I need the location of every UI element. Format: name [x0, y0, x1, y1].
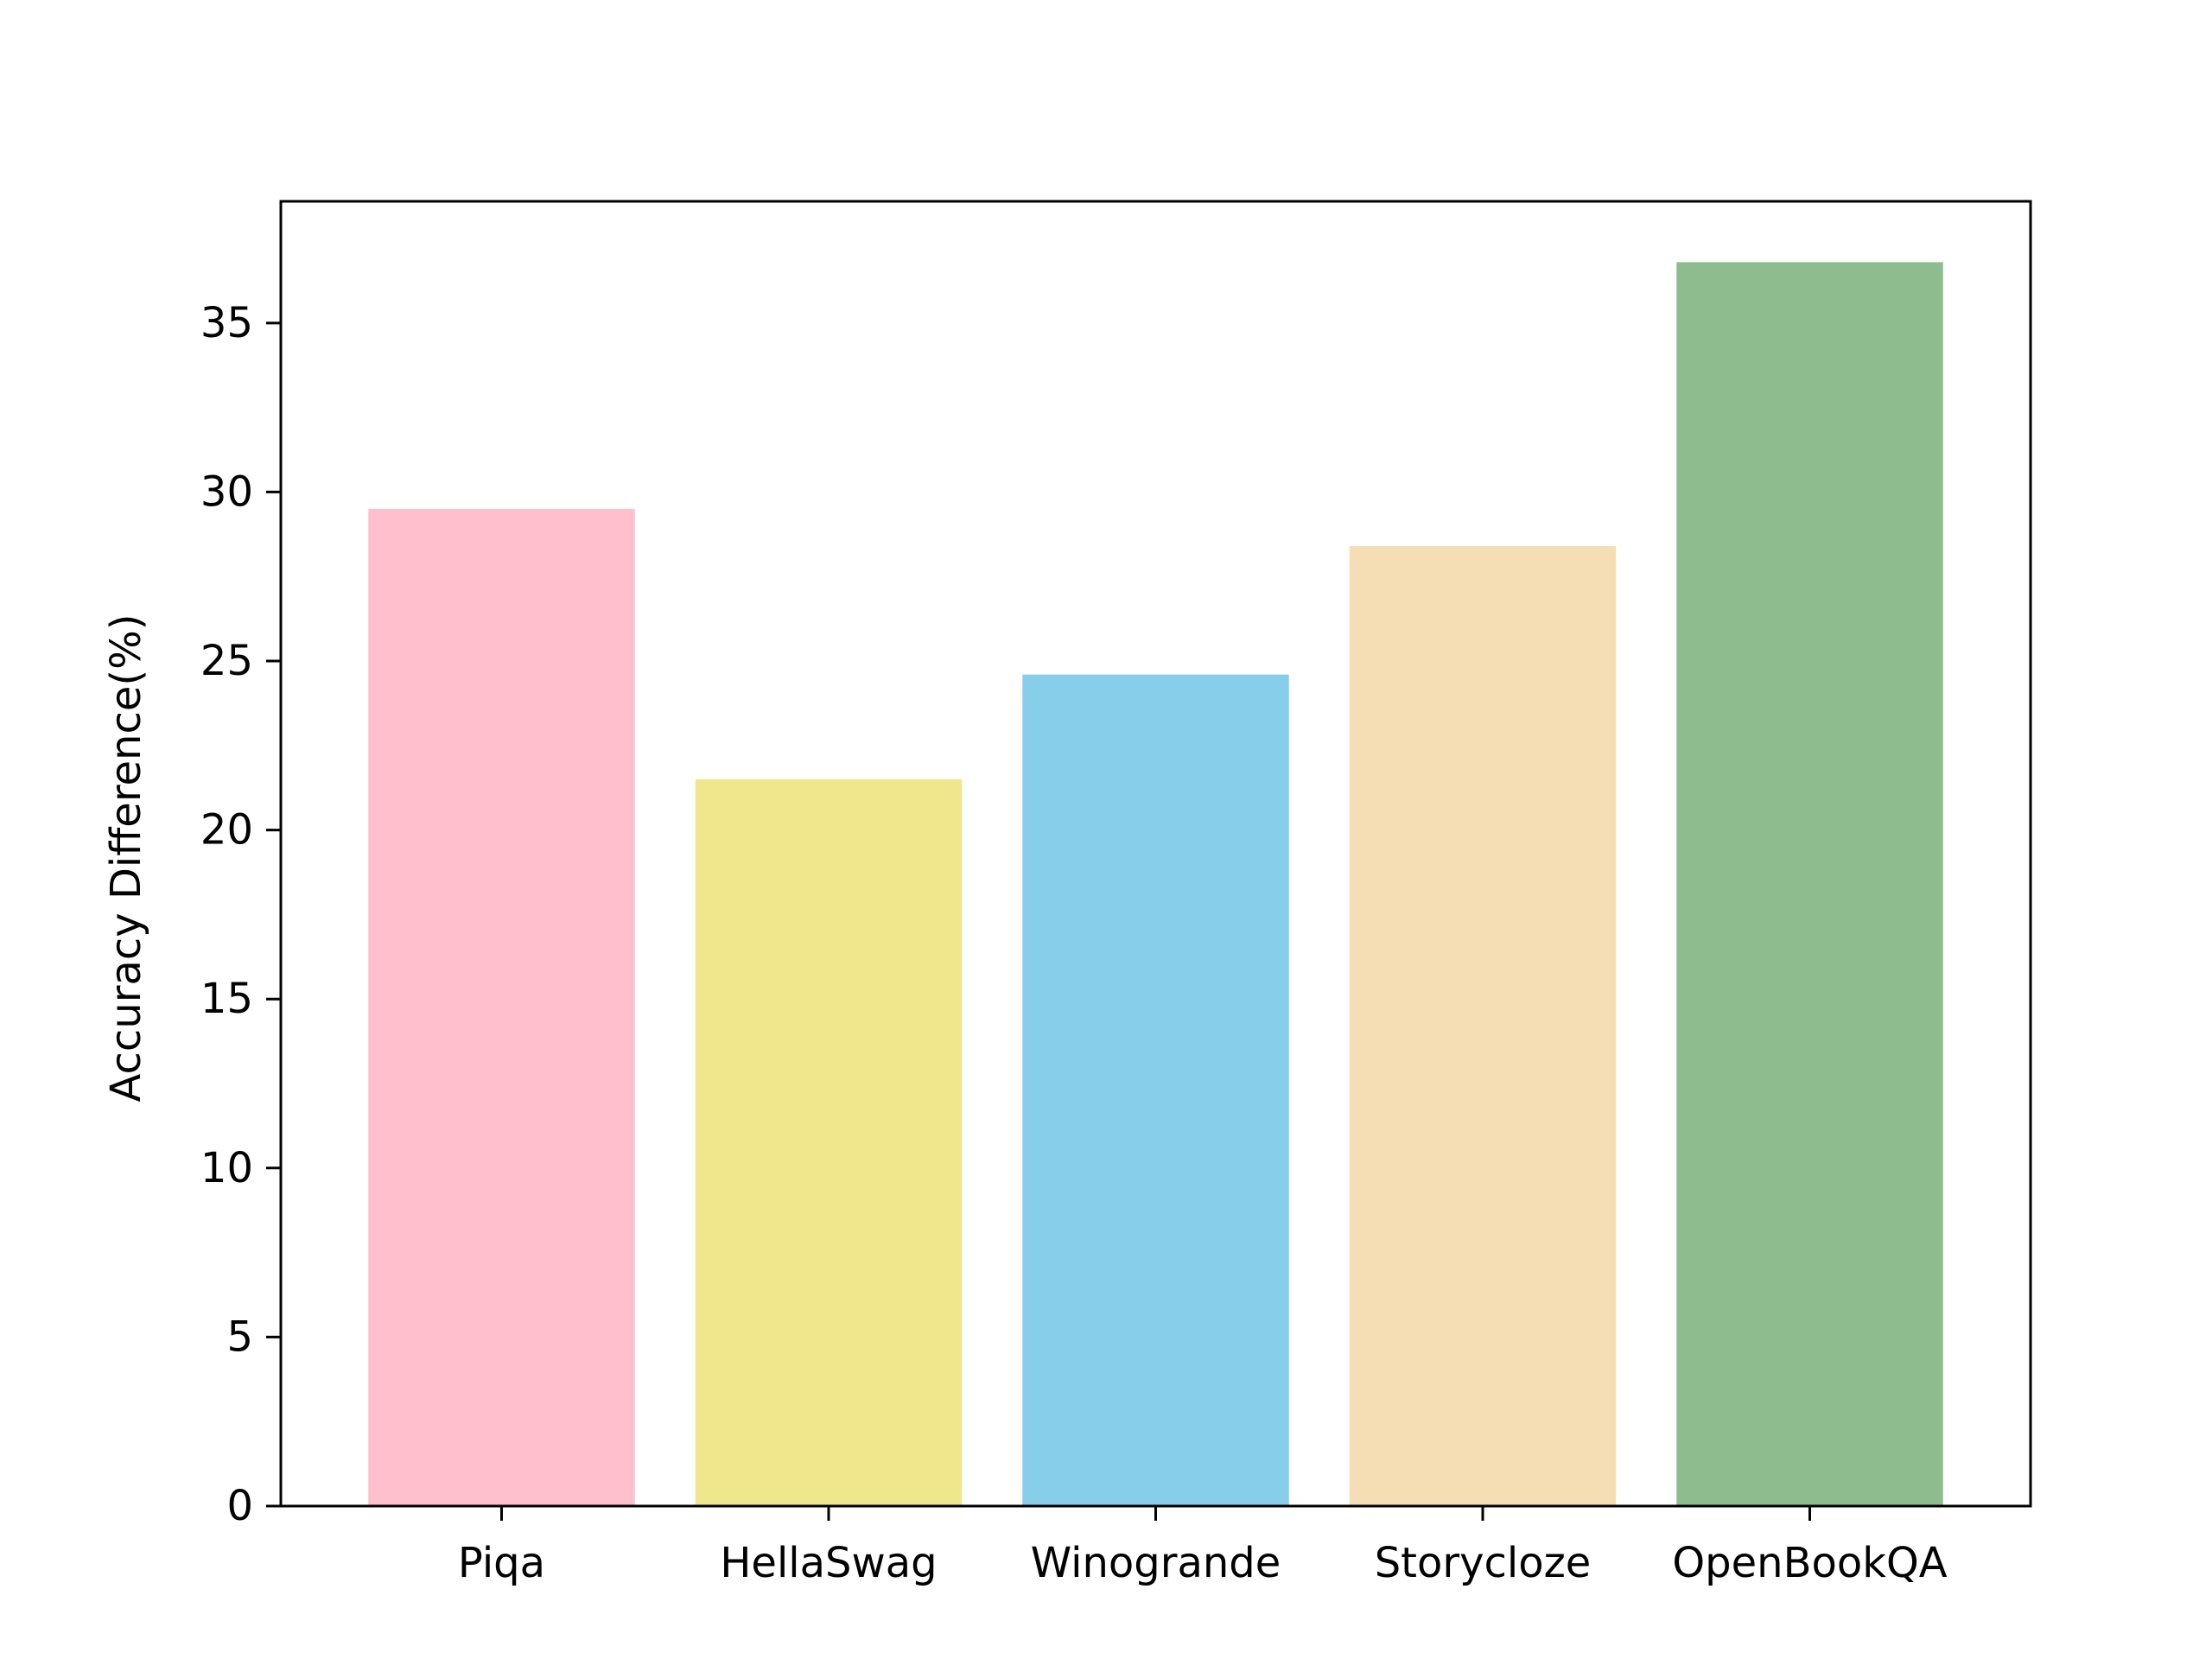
y-tick-label-35: 35: [200, 299, 253, 347]
y-tick-label-30: 30: [200, 467, 253, 516]
plot-frame: [279, 200, 2032, 1508]
x-tick-label-storycloze: Storycloze: [1375, 1539, 1592, 1587]
bar-winogrande: [1022, 674, 1289, 1506]
x-tick-label-winogrande: Winogrande: [1031, 1539, 1281, 1587]
y-tick-label-0: 0: [226, 1482, 253, 1530]
x-tick-label-hellaswag: HellaSwag: [720, 1539, 937, 1587]
y-tick-label-25: 25: [200, 637, 253, 685]
y-tick-label-10: 10: [200, 1144, 253, 1192]
bar-openbookqa: [1676, 262, 1943, 1506]
x-tick-label-piqa: Piqa: [458, 1539, 545, 1587]
bars-group: [368, 262, 1943, 1507]
y-tick-label-15: 15: [200, 975, 253, 1023]
x-tick-label-openbookqa: OpenBookQA: [1672, 1539, 1947, 1587]
y-tick-label-20: 20: [200, 806, 253, 855]
y-axis-ticks: 0 5 10 15 20 25 30 35: [200, 299, 281, 1530]
y-axis-label: Accuracy Difference(%): [102, 614, 150, 1103]
bar-piqa: [368, 508, 635, 1507]
x-axis-ticks: Piqa HellaSwag Winogrande Storycloze OpenBoo…: [458, 1506, 1948, 1587]
bar-storycloze: [1349, 546, 1617, 1506]
y-tick-label-5: 5: [226, 1313, 253, 1361]
bar-hellaswag: [695, 779, 963, 1506]
